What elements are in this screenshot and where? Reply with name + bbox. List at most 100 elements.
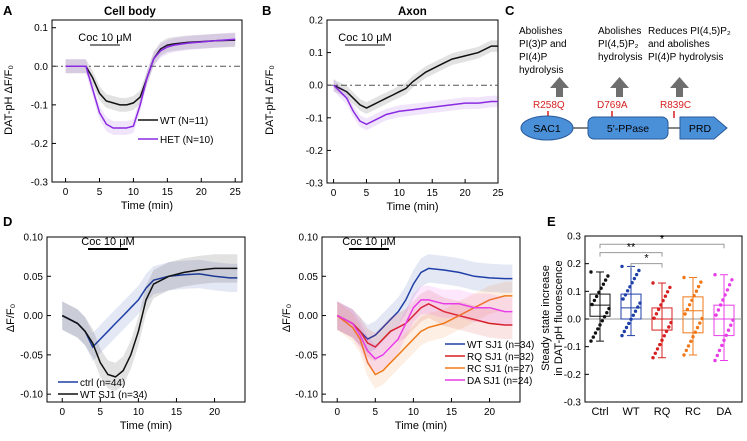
y-axis-label: ΔF/F₀ bbox=[281, 304, 293, 332]
y-tick-label: 0.3 bbox=[567, 232, 581, 243]
x-tick-label: 15 bbox=[171, 407, 183, 418]
data-point bbox=[664, 329, 669, 334]
note-2-line-3: hydrolysis bbox=[598, 52, 642, 63]
y-tick-label: 0.1 bbox=[567, 287, 581, 298]
x-tick-label: 0 bbox=[331, 188, 337, 199]
y-tick-label: -0.1 bbox=[306, 113, 324, 124]
y-tick-label: -0.1 bbox=[31, 100, 49, 111]
x-tick-label: 25 bbox=[492, 188, 504, 199]
legend-label: HET (N=10) bbox=[160, 135, 213, 146]
series-line bbox=[336, 299, 513, 360]
legend-label: RQ SJ1 (n=32) bbox=[467, 352, 534, 363]
data-point bbox=[691, 335, 695, 339]
data-point bbox=[724, 333, 728, 337]
chart-a: -0.3 -0.2 -0.1 0.0 0.1 0 5 10 15 20 25 Time (min) DA… bbox=[3, 19, 243, 212]
data-point bbox=[632, 276, 637, 281]
significance-label: * bbox=[644, 253, 649, 265]
data-point bbox=[589, 339, 593, 343]
data-point bbox=[663, 294, 668, 298]
x-tick-label: 5 bbox=[373, 407, 379, 418]
series-line bbox=[65, 39, 236, 106]
data-point bbox=[656, 307, 661, 312]
chart-d-left: -0.10 -0.05 0.00 0.05 0.10 0 5 10 15 20 Time (min)… bbox=[5, 233, 246, 432]
cocaine-label: Coc 10 μM bbox=[81, 236, 134, 248]
data-point bbox=[629, 317, 633, 321]
series-line bbox=[336, 267, 513, 341]
x-tick-label: 0 bbox=[59, 407, 65, 418]
category-label: RQ bbox=[654, 406, 671, 418]
data-point bbox=[634, 272, 639, 277]
data-point bbox=[730, 278, 734, 282]
x-tick-label: 15 bbox=[427, 188, 439, 199]
cocaine-label: Coc 10 μM bbox=[342, 236, 395, 248]
data-point bbox=[593, 331, 598, 335]
note-1-line-4: hydrolysis bbox=[519, 65, 563, 76]
data-point bbox=[687, 303, 692, 307]
series-line bbox=[65, 38, 236, 129]
y-tick-label: -0.05 bbox=[20, 350, 43, 361]
data-point bbox=[669, 320, 673, 325]
data-point bbox=[637, 268, 641, 273]
error-band bbox=[65, 33, 236, 112]
y-tick-label: -0.10 bbox=[295, 390, 318, 401]
data-point bbox=[668, 285, 672, 290]
y-tick-label: 0.0 bbox=[34, 62, 48, 73]
sac1-domain bbox=[520, 115, 574, 141]
prd-label: PRD bbox=[689, 123, 712, 135]
x-axis-label: Time (min) bbox=[120, 420, 172, 432]
y-tick-label: 0.10 bbox=[24, 233, 44, 244]
y-axis-label: DAT-pH ΔF/F₀ bbox=[3, 65, 15, 135]
significance-bracket bbox=[599, 252, 663, 257]
note-2-line-2: PI(4,5)P₂ bbox=[598, 39, 639, 50]
panel-letter-a: A bbox=[3, 3, 13, 18]
error-band bbox=[337, 281, 513, 389]
x-tick-label: 10 bbox=[133, 407, 145, 418]
data-point bbox=[682, 353, 686, 357]
error-band bbox=[62, 259, 238, 362]
domain-diagram: Abolishes PI(3)P and PI(4)P hydrolysis A… bbox=[519, 26, 731, 141]
data-point bbox=[596, 327, 600, 331]
data-point bbox=[628, 285, 632, 289]
up-arrow-icon bbox=[550, 77, 569, 97]
up-arrow-icon bbox=[610, 77, 629, 97]
note-2-line-1: Abolishes bbox=[598, 26, 641, 37]
series-line bbox=[336, 295, 513, 376]
y-tick-label: 0.05 bbox=[299, 272, 319, 283]
data-point bbox=[727, 283, 732, 287]
data-point bbox=[620, 333, 624, 338]
y-tick-label: 0.1 bbox=[34, 23, 48, 34]
significance-label: * bbox=[660, 233, 665, 245]
x-tick-label: 0 bbox=[334, 407, 340, 418]
data-point bbox=[622, 329, 626, 334]
error-band bbox=[65, 32, 236, 135]
data-point bbox=[729, 323, 733, 327]
plot-frame bbox=[321, 236, 521, 403]
y-axis-label: in DAT-pH fluorescence bbox=[553, 260, 565, 375]
series-line bbox=[333, 84, 498, 126]
data-point bbox=[598, 323, 602, 327]
data-point bbox=[714, 313, 718, 317]
note-1-line-3: PI(4)P bbox=[519, 52, 548, 63]
plot-frame bbox=[46, 236, 246, 403]
data-point bbox=[602, 315, 607, 319]
legend-label: DA SJ1 (n=24) bbox=[467, 376, 532, 387]
chart-d-right: -0.10 -0.05 0.00 0.05 0.10 0 5 10 15 20 Time (min)… bbox=[281, 233, 534, 433]
data-point bbox=[725, 288, 730, 292]
legend-label: WT (N=11) bbox=[160, 116, 208, 127]
y-tick-label: 0.05 bbox=[24, 272, 44, 283]
data-point bbox=[720, 343, 724, 348]
data-point bbox=[721, 298, 725, 302]
error-band bbox=[337, 285, 513, 373]
x-tick-label: 20 bbox=[196, 187, 208, 198]
data-point bbox=[601, 282, 606, 286]
data-point bbox=[624, 325, 629, 330]
data-point bbox=[694, 289, 699, 293]
y-tick-label: -0.2 bbox=[564, 370, 582, 381]
data-point bbox=[589, 270, 593, 274]
x-tick-label: 5 bbox=[98, 407, 104, 418]
data-point bbox=[698, 321, 702, 325]
data-point bbox=[594, 294, 599, 299]
data-point bbox=[682, 275, 686, 280]
mutation-label-d769a: D769A bbox=[597, 100, 628, 111]
